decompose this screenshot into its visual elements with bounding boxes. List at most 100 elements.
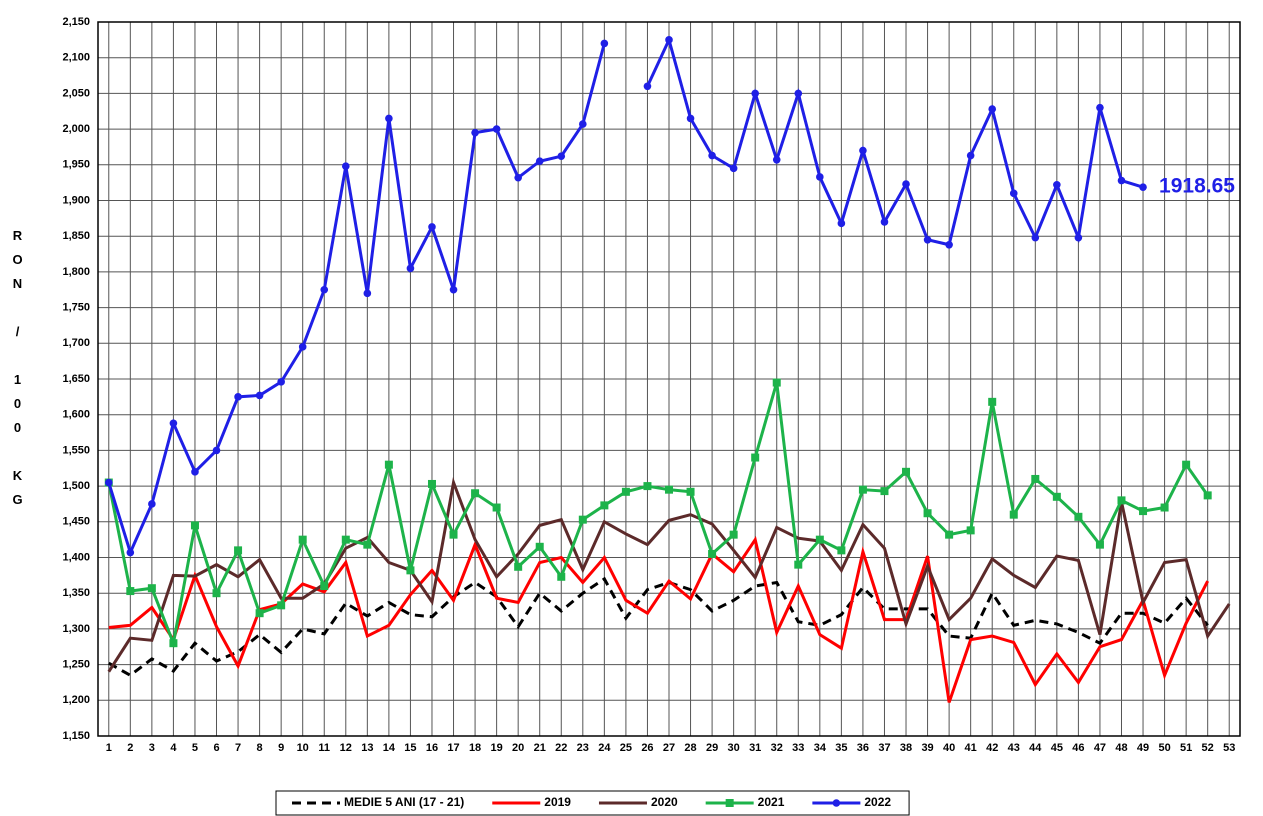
legend-label: 2020 (651, 795, 678, 809)
point (492, 125, 501, 133)
y-tick-label: 1,300 (62, 623, 90, 635)
point (363, 289, 372, 298)
x-tick-label: 19 (490, 742, 502, 754)
x-tick-label: 38 (900, 742, 912, 754)
legend-label: 2021 (758, 795, 785, 809)
x-tick-label: 53 (1223, 742, 1235, 754)
point (557, 572, 566, 581)
x-tick-label: 6 (213, 742, 219, 754)
y-tick-label: 1,900 (62, 194, 90, 206)
point (406, 566, 415, 575)
point (449, 285, 458, 294)
point (1182, 460, 1191, 469)
point (966, 151, 975, 160)
point (880, 487, 889, 496)
y-tick-label: 1,400 (62, 551, 90, 563)
x-tick-label: 45 (1051, 742, 1063, 754)
x-tick-label: 27 (663, 742, 675, 754)
point (578, 515, 587, 524)
y-tick-label: 1,950 (62, 159, 90, 171)
point (535, 157, 544, 166)
value-label: 1918.65 (1159, 175, 1235, 198)
point (169, 419, 178, 428)
point (363, 540, 372, 549)
point (298, 535, 307, 544)
x-tick-label: 34 (814, 742, 827, 754)
point (600, 39, 609, 48)
y-tick-label: 1,550 (62, 444, 90, 456)
point (859, 146, 867, 155)
point (665, 485, 673, 494)
series-line (108, 576, 1209, 678)
legend-marker (725, 799, 734, 807)
legend: MEDIE 5 ANI (17 - 21) 2019 2020 2021 2022 (275, 790, 910, 816)
point (1117, 176, 1126, 185)
y-tick-label: 2,000 (62, 123, 90, 135)
y-tick-label: 1,500 (62, 480, 90, 492)
point (708, 151, 716, 160)
x-tick-label: 1 (106, 742, 112, 754)
y-tick-label: 1,450 (62, 516, 90, 528)
point (600, 501, 609, 510)
point (923, 235, 932, 244)
point (1139, 507, 1148, 516)
series-line (107, 382, 1209, 649)
x-tick-label: 51 (1180, 742, 1192, 754)
x-tick-label: 39 (921, 742, 933, 754)
point (837, 546, 846, 555)
legend-label: MEDIE 5 ANI (17 - 21) (344, 795, 464, 809)
point (191, 468, 199, 476)
x-tick-label: 46 (1072, 742, 1084, 754)
point (277, 601, 286, 610)
point (255, 391, 264, 400)
point (1009, 510, 1018, 519)
x-tick-label: 50 (1158, 742, 1170, 754)
point (428, 223, 436, 231)
point (1031, 233, 1040, 242)
point (148, 500, 156, 508)
point (1074, 512, 1083, 521)
point (514, 173, 522, 182)
x-tick-label: 42 (986, 742, 998, 754)
point (341, 162, 350, 171)
point (1009, 189, 1018, 198)
plot-border (97, 21, 1241, 737)
x-tick-label: 43 (1008, 742, 1020, 754)
point (794, 560, 803, 569)
x-tick-label: 11 (318, 742, 330, 754)
point (686, 487, 695, 496)
point (665, 36, 673, 44)
point (1095, 540, 1104, 549)
y-tick-label: 1,650 (62, 373, 90, 385)
point (815, 535, 824, 544)
point (385, 114, 393, 123)
point (966, 526, 975, 535)
point (729, 164, 738, 173)
point (234, 546, 243, 555)
point (492, 503, 501, 512)
x-tick-label: 41 (965, 742, 977, 754)
y-axis-label: RON / 100 KG (10, 228, 25, 516)
point (169, 639, 178, 648)
x-tick-label: 52 (1202, 742, 1214, 754)
point (406, 264, 415, 273)
point (341, 535, 350, 544)
x-tick-label: 44 (1029, 742, 1042, 754)
point (471, 489, 480, 498)
x-tick-label: 31 (749, 742, 761, 754)
point (686, 114, 695, 123)
point (1096, 103, 1104, 112)
point (104, 478, 113, 487)
point (1031, 474, 1040, 483)
legend-label: 2022 (864, 795, 891, 809)
x-tick-label: 3 (149, 742, 155, 754)
x-tick-label: 17 (447, 742, 459, 754)
point (212, 589, 221, 598)
x-tick-label: 5 (192, 742, 198, 754)
point (751, 89, 759, 98)
x-tick-label: 12 (340, 742, 352, 754)
x-tick-label: 13 (361, 742, 373, 754)
point (514, 562, 523, 571)
